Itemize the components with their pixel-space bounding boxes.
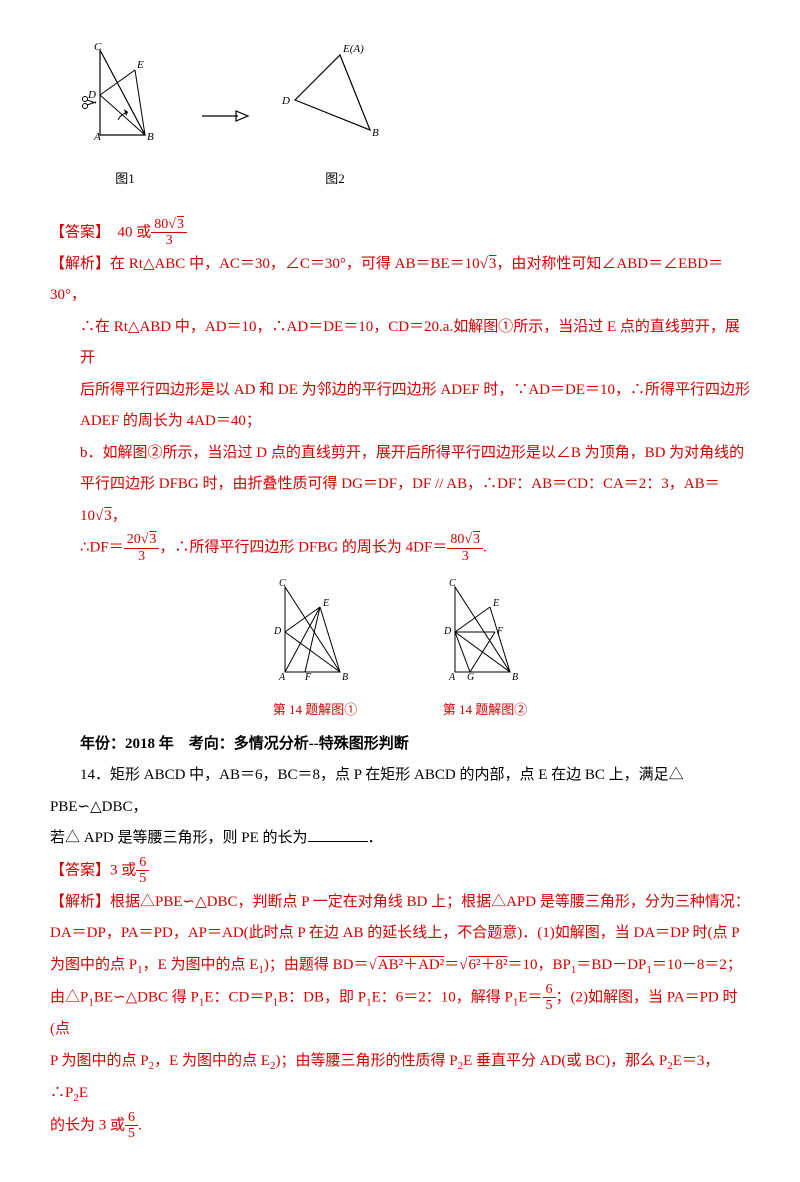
- sol2-p6-den: 5: [125, 1126, 138, 1141]
- sol-fig1-svg: A F B C D E: [265, 572, 365, 682]
- sol1-p1a: 在 Rt△ABC 中，AC＝30，∠C＝30°，可得 AB＝BE＝10: [110, 256, 480, 272]
- sol2-p6b: .: [138, 1117, 142, 1133]
- sol2-p3e: ＝10，BP: [508, 957, 571, 973]
- answer2-text: 3 或: [110, 862, 136, 878]
- answer-blank: [308, 826, 368, 842]
- sol1-p6a: 平行四边形 DFBG 时，由折叠性质可得 DG＝DF，DF // AB，∴DF：…: [80, 476, 720, 524]
- sol1-p2: ∴在 Rt△ABD 中，AD＝10，∴AD＝DE＝10，CD＝20.a.如解图①…: [80, 312, 750, 375]
- ans1-den: 3: [151, 233, 187, 248]
- arrow-icon: [200, 101, 250, 131]
- answer1-label: 【答案】: [50, 224, 103, 240]
- q14-line2: 若△ APD 是等腰三角形，则 PE 的长为 ．: [50, 823, 750, 855]
- sol-fig2-svg: A G B C D E F: [435, 572, 535, 682]
- triangle-2-svg: D B E(A): [280, 40, 390, 150]
- ans1-num: 80√3: [151, 217, 187, 233]
- q14-line1: 14．矩形 ABCD 中，AB＝6，BC＝8，点 P 在矩形 ABCD 的内部，…: [50, 760, 750, 823]
- sol2-p4d: B：DB，即 P: [278, 989, 366, 1005]
- sol1-p6b: ，: [112, 508, 127, 524]
- svg-text:B: B: [372, 127, 379, 139]
- sol2-p5d: E 垂直平分 AD(或 BC)，那么 P: [463, 1053, 667, 1069]
- svg-text:A: A: [278, 672, 286, 682]
- sol2-p4b: BE∽△DBC 得 P: [94, 989, 199, 1005]
- sol-fig1-caption: 第 14 题解图①: [265, 696, 365, 723]
- answer1-text: 40 或: [118, 224, 152, 240]
- sol1-frac1-den: 3: [124, 549, 160, 564]
- svg-text:C: C: [94, 41, 102, 53]
- sol2-p3b: ，E 为图中的点 E: [143, 957, 259, 973]
- sol2-p5f: E: [79, 1085, 88, 1101]
- sol2-p3f: ＝BD－DP: [576, 957, 646, 973]
- sol2-p2: DA＝DP，PA＝PD，AP＝AD(此时点 P 在边 AB 的延长线上，不合题意…: [50, 918, 750, 950]
- sol2-p3g: ＝10－8＝2；: [652, 957, 742, 973]
- sol2-p3a: 为图中的点 P: [50, 957, 137, 973]
- sol2-p4a: 由△P: [50, 989, 88, 1005]
- svg-text:B: B: [342, 672, 348, 682]
- ans2-den: 5: [136, 871, 149, 886]
- sol1-frac2-den: 3: [447, 549, 483, 564]
- svg-text:B: B: [512, 672, 518, 682]
- sol2-p3c: )；由题得 BD＝: [264, 957, 369, 973]
- ans2-num: 6: [136, 855, 149, 871]
- sol2-p4c: E：CD＝P: [204, 989, 272, 1005]
- sol2-p5a: P 为图中的点 P: [50, 1053, 149, 1069]
- figure-1: A B C D E 图1: [80, 40, 170, 192]
- svg-text:D: D: [443, 626, 452, 637]
- sol2-p6-num: 6: [125, 1110, 138, 1126]
- q14c: ．: [368, 830, 383, 846]
- svg-text:D: D: [87, 89, 96, 101]
- sol2-p5b: ，E 为图中的点 E: [154, 1053, 270, 1069]
- sol1-p4: ADEF 的周长为 4AD＝40；: [80, 406, 750, 438]
- sol-fig-1: A F B C D E 第 14 题解图①: [265, 572, 365, 724]
- svg-text:E(A): E(A): [342, 43, 364, 55]
- sol1-frac1-num: 20√3: [124, 532, 160, 548]
- answer-2: 【答案】3 或65: [50, 855, 750, 887]
- sol2-p4-num: 6: [543, 982, 556, 998]
- svg-text:E: E: [136, 59, 144, 71]
- sol2-p3d: ＝: [444, 957, 459, 973]
- sol2-p5c: )；由等腰三角形的性质得 P: [275, 1053, 457, 1069]
- svg-text:A: A: [448, 672, 456, 682]
- svg-text:D: D: [281, 95, 290, 107]
- fig1-caption: 图1: [80, 165, 170, 192]
- sol2-p1: 根据△PBE∽△DBC，判断点 P 一定在对角线 BD 上；根据△APD 是等腰…: [110, 894, 750, 910]
- sol2-root2: 6²＋8²: [468, 957, 508, 973]
- solution-1: 【解析】在 Rt△ABC 中，AC＝30，∠C＝30°，可得 AB＝BE＝10√…: [50, 249, 750, 564]
- svg-text:F: F: [304, 672, 312, 682]
- year-line: 年份：2018 年 考向：多情况分析--特殊图形判断: [50, 729, 750, 761]
- sol1-p7c: .: [483, 539, 487, 555]
- sol1-p7b: ，∴所得平行四边形 DFBG 的周长为 4DF＝: [159, 539, 447, 555]
- sol1-frac2-num: 80√3: [447, 532, 483, 548]
- solution-2: 【解析】根据△PBE∽△DBC，判断点 P 一定在对角线 BD 上；根据△APD…: [50, 887, 750, 1142]
- svg-text:D: D: [273, 626, 282, 637]
- sol2-p4f: E＝: [518, 989, 542, 1005]
- sol1-p5: b．如解图②所示，当沿过 D 点的直线剪开，展开后所得平行四边形是以∠B 为顶角…: [80, 438, 750, 470]
- answer-1: 【答案】 40 或80√33: [50, 217, 750, 249]
- svg-text:C: C: [279, 578, 286, 589]
- svg-text:C: C: [449, 578, 456, 589]
- q14b: 若△ APD 是等腰三角形，则 PE 的长为: [50, 830, 308, 846]
- sol1-p3: 后所得平行四边形是以 AD 和 DE 为邻边的平行四边形 ADEF 时，∵AD＝…: [80, 375, 750, 407]
- sol2-p4-den: 5: [543, 998, 556, 1013]
- svg-text:E: E: [322, 598, 329, 609]
- answer2-label: 【答案】: [50, 862, 110, 878]
- sol1-p7a: ∴DF＝: [80, 539, 124, 555]
- sol-figure-row: A F B C D E 第 14 题解图① A G B C D E F 第 14…: [50, 572, 750, 724]
- svg-text:B: B: [147, 131, 154, 143]
- sol2-label: 【解析】: [50, 894, 110, 910]
- top-figure-row: A B C D E 图1 D B E(A) 图2: [80, 40, 750, 192]
- svg-text:F: F: [496, 626, 504, 637]
- figure-2: D B E(A) 图2: [280, 40, 390, 192]
- sol2-p4e: E：6＝2：10，解得 P: [372, 989, 513, 1005]
- sol-fig2-caption: 第 14 题解图②: [435, 696, 535, 723]
- triangle-1-svg: A B C D E: [80, 40, 170, 150]
- sol2-root1: AB²＋AD²: [377, 957, 445, 973]
- sol1-label: 【解析】: [50, 256, 110, 272]
- fig2-caption: 图2: [280, 165, 390, 192]
- svg-text:G: G: [467, 672, 474, 682]
- svg-text:E: E: [492, 598, 499, 609]
- sol-fig-2: A G B C D E F 第 14 题解图②: [435, 572, 535, 724]
- sol2-p6a: 的长为 3 或: [50, 1117, 125, 1133]
- svg-text:A: A: [93, 131, 101, 143]
